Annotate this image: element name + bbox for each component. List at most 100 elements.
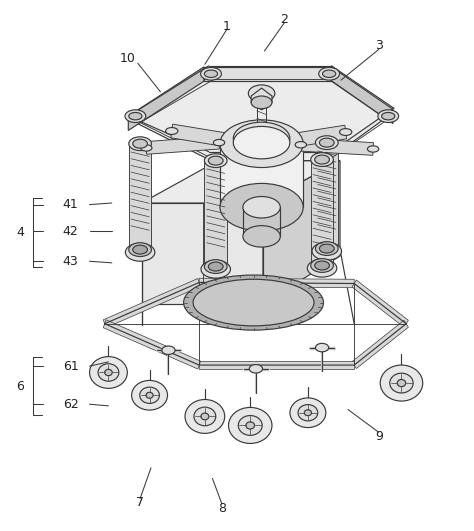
Ellipse shape [201,260,230,278]
Polygon shape [103,320,201,369]
Ellipse shape [339,129,352,135]
Ellipse shape [319,67,339,80]
Polygon shape [171,124,257,151]
Text: 42: 42 [63,225,79,237]
Ellipse shape [259,141,272,148]
Ellipse shape [209,262,223,271]
Ellipse shape [304,410,311,416]
Ellipse shape [105,369,112,375]
Ellipse shape [248,85,275,102]
Ellipse shape [228,407,272,443]
Ellipse shape [146,392,153,398]
Ellipse shape [233,122,290,155]
Ellipse shape [185,399,225,433]
Ellipse shape [140,387,159,404]
Polygon shape [199,361,354,369]
Ellipse shape [322,70,336,78]
Ellipse shape [319,244,334,253]
Ellipse shape [129,113,142,120]
Ellipse shape [204,260,227,273]
Polygon shape [301,139,374,156]
Text: 6: 6 [17,380,25,393]
Ellipse shape [378,110,399,123]
Text: 8: 8 [218,502,226,515]
Text: 41: 41 [63,198,79,211]
Ellipse shape [220,120,303,167]
Ellipse shape [162,346,175,355]
Ellipse shape [315,261,329,270]
Ellipse shape [246,422,255,429]
Ellipse shape [249,365,263,373]
Ellipse shape [390,373,413,393]
Ellipse shape [98,364,119,381]
Ellipse shape [201,413,209,420]
Ellipse shape [307,259,337,277]
Ellipse shape [233,126,290,159]
Ellipse shape [316,242,338,255]
Polygon shape [146,136,219,155]
Polygon shape [103,278,201,328]
Polygon shape [142,203,263,304]
Ellipse shape [194,407,216,426]
Ellipse shape [125,110,146,123]
Ellipse shape [213,140,225,146]
Ellipse shape [298,405,318,421]
Ellipse shape [201,67,221,80]
Ellipse shape [90,357,128,388]
Polygon shape [129,144,152,250]
Text: 2: 2 [280,13,288,25]
Polygon shape [199,278,354,288]
Polygon shape [251,88,272,110]
Ellipse shape [295,142,307,148]
Polygon shape [352,280,408,327]
Ellipse shape [243,196,280,218]
Ellipse shape [165,127,178,134]
Ellipse shape [316,136,338,150]
Ellipse shape [380,365,423,401]
Ellipse shape [193,279,314,326]
Ellipse shape [238,416,262,435]
Ellipse shape [311,153,333,166]
Text: 4: 4 [17,226,25,238]
Ellipse shape [250,141,262,148]
Polygon shape [142,161,340,203]
Polygon shape [136,74,388,161]
Polygon shape [331,67,393,124]
Text: 10: 10 [119,53,135,65]
Polygon shape [204,161,227,267]
Ellipse shape [204,70,218,78]
Polygon shape [220,144,303,207]
Ellipse shape [315,155,329,164]
Ellipse shape [220,183,303,231]
Polygon shape [204,67,331,81]
Text: 9: 9 [375,430,383,442]
Ellipse shape [133,139,147,148]
Ellipse shape [183,275,323,330]
Polygon shape [352,320,409,369]
Ellipse shape [125,243,155,261]
Text: 1: 1 [223,20,230,32]
Ellipse shape [243,226,280,247]
Text: 62: 62 [63,398,79,411]
Polygon shape [264,125,346,151]
Ellipse shape [209,156,223,165]
Ellipse shape [251,96,272,109]
Text: 3: 3 [375,39,383,52]
Ellipse shape [204,154,227,167]
Ellipse shape [129,243,152,256]
Text: 7: 7 [136,496,144,509]
Polygon shape [316,143,338,249]
Text: 61: 61 [63,359,79,373]
Ellipse shape [367,146,379,152]
Ellipse shape [141,145,152,151]
Ellipse shape [312,242,342,260]
Polygon shape [128,67,204,131]
Ellipse shape [290,398,326,427]
Ellipse shape [382,113,395,120]
Ellipse shape [316,344,328,352]
Ellipse shape [311,259,333,272]
Ellipse shape [129,137,152,151]
Polygon shape [311,160,333,266]
Text: 43: 43 [63,255,79,268]
Ellipse shape [397,380,406,387]
